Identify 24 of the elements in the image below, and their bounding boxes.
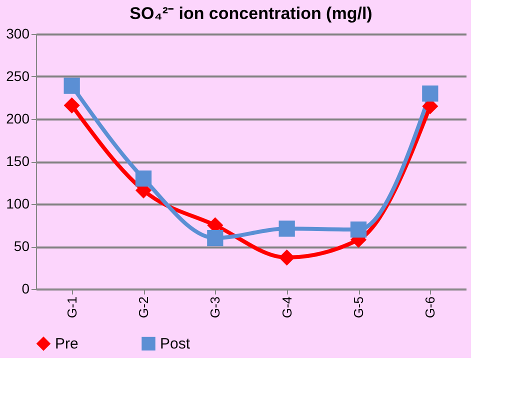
y-tick-label: 200: [6, 110, 30, 126]
x-tick-label: G-1: [64, 296, 80, 318]
y-tick-label: 100: [6, 196, 30, 212]
chart-title: SO₄²⁻ ion concentration (mg/l): [130, 4, 372, 23]
x-tick-label: G-5: [351, 296, 366, 318]
point: [278, 220, 295, 237]
y-tick-label: 150: [6, 153, 30, 169]
x-tick-label: G-2: [136, 296, 151, 318]
point: [64, 78, 80, 94]
x-tick-label: G-6: [422, 296, 438, 318]
point: [207, 230, 224, 246]
x-tick-label: G-3: [208, 296, 223, 318]
y-tick-label: 250: [6, 68, 30, 84]
point: [135, 170, 152, 187]
point: [350, 221, 367, 238]
point: [422, 85, 438, 102]
y-tick-label: 50: [14, 238, 30, 254]
point: [278, 249, 295, 266]
y-tick-label: 0: [22, 280, 30, 296]
legend-label: Post: [160, 336, 191, 353]
point: [64, 97, 80, 114]
y-tick-label: 300: [6, 26, 30, 42]
legend-label: Pre: [55, 336, 78, 353]
x-tick-label: G-4: [279, 296, 294, 318]
